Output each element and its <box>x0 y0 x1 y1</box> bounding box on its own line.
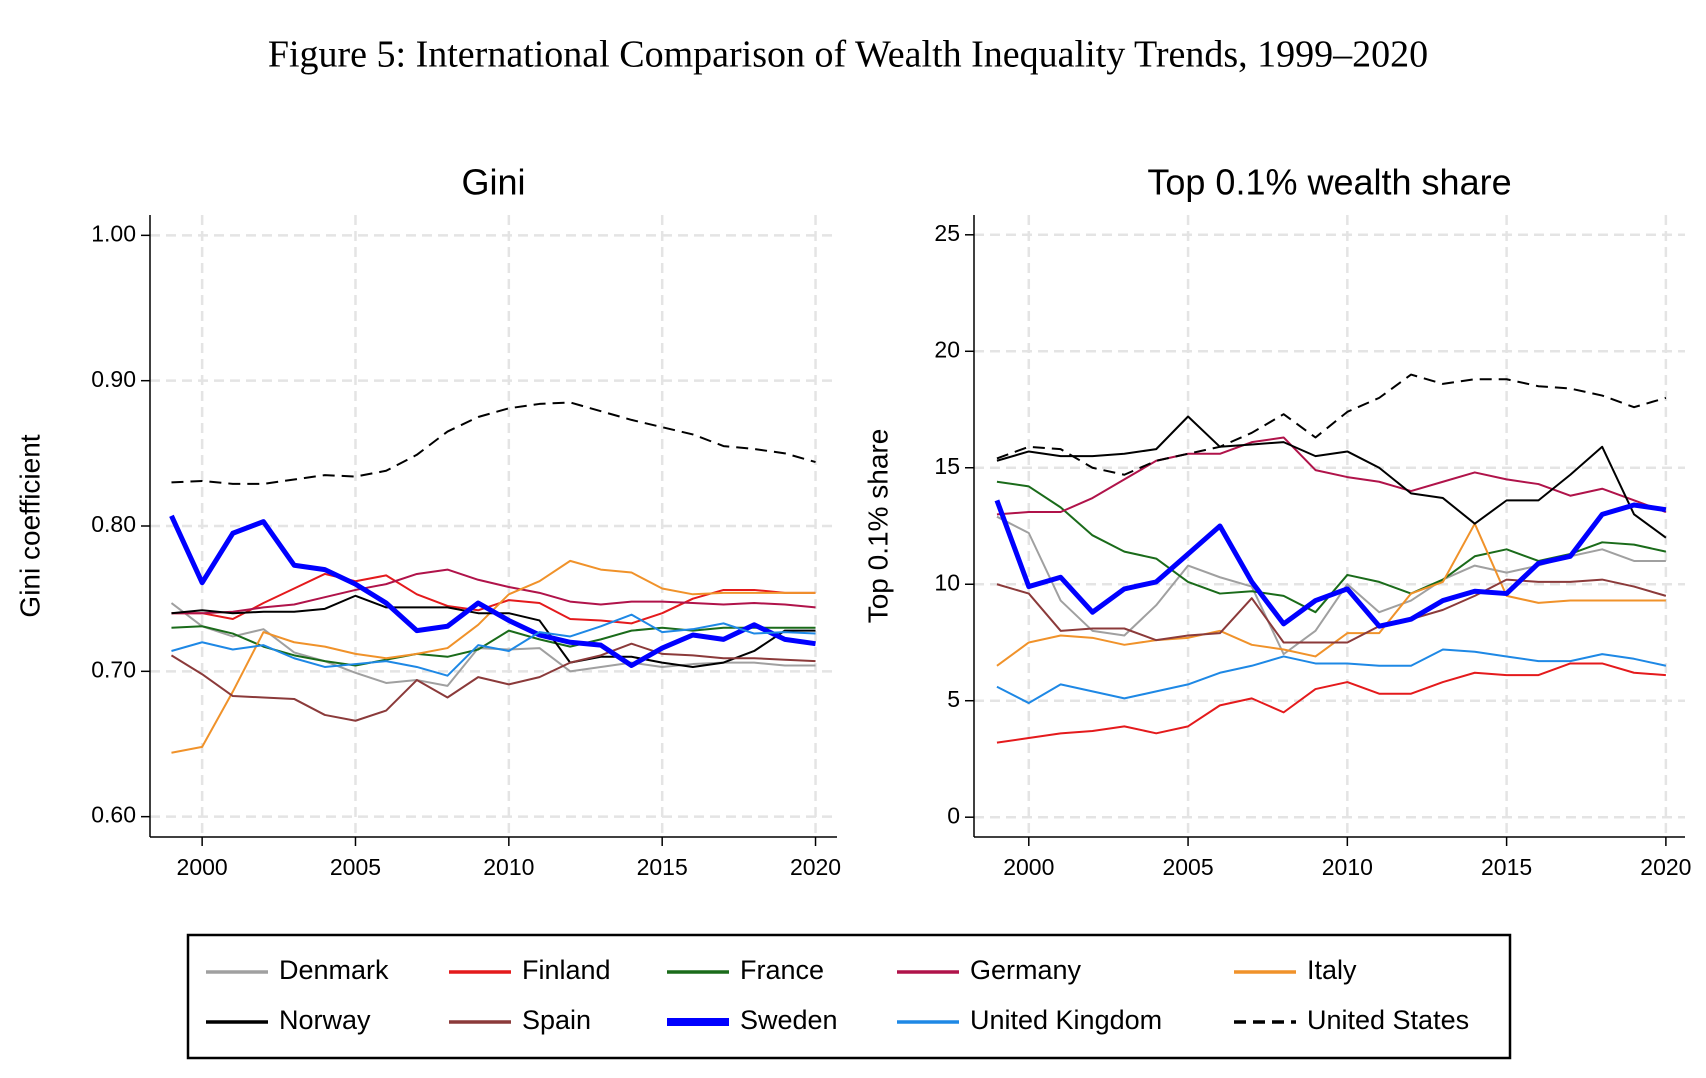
legend-label: Norway <box>279 1005 371 1035</box>
legend-label: Denmark <box>279 955 389 985</box>
series-line: Germany <box>171 568 816 615</box>
legend-label: France <box>740 955 824 985</box>
series-line: Finland <box>171 572 816 625</box>
x-tick-label: 2010 <box>483 854 534 880</box>
y-tick-label: 10 <box>934 569 960 595</box>
x-tick-label: 2015 <box>1481 854 1532 880</box>
series-line: Germany <box>996 436 1667 516</box>
y-tick-label: 0.60 <box>91 802 136 828</box>
chart-title: Top 0.1% wealth share <box>1147 162 1511 203</box>
series-line: Norway <box>996 415 1667 539</box>
legend-label: Germany <box>970 955 1082 985</box>
x-tick-label: 2000 <box>1003 854 1054 880</box>
x-tick-label: 2020 <box>790 854 841 880</box>
series-line: United States <box>996 373 1667 476</box>
y-tick-label: 20 <box>934 336 960 362</box>
x-tick-label: 2015 <box>637 854 688 880</box>
series-line: Denmark <box>170 602 816 687</box>
series-line: United Kingdom <box>996 648 1667 705</box>
y-tick-label: 15 <box>934 453 960 479</box>
series-line: United Kingdom <box>171 613 816 677</box>
legend-label: Sweden <box>740 1005 838 1035</box>
series-line: Spain <box>170 642 816 722</box>
y-tick-label: 25 <box>934 220 960 246</box>
legend-box <box>186 933 1512 1060</box>
y-tick-label: 0.90 <box>91 366 136 392</box>
y-tick-label: 0.80 <box>91 511 136 537</box>
series-line: Italy <box>996 522 1666 667</box>
x-tick-label: 2020 <box>1640 854 1691 880</box>
series-line: Finland <box>996 662 1666 744</box>
y-axis-label: Top 0.1% share <box>862 429 893 624</box>
legend-label: United Kingdom <box>970 1005 1162 1035</box>
y-tick-label: 5 <box>947 686 960 712</box>
series-line: Italy <box>171 559 816 754</box>
y-axis-label: Gini coefficient <box>14 434 45 617</box>
series-line: United States <box>171 401 816 485</box>
y-tick-label: 0.70 <box>91 656 136 682</box>
series-line: Sweden <box>169 514 816 669</box>
x-tick-label: 2005 <box>330 854 381 880</box>
chart-title: Gini <box>461 162 525 203</box>
series-line: Spain <box>996 578 1667 644</box>
legend-label: United States <box>1307 1005 1469 1035</box>
x-tick-label: 2010 <box>1322 854 1373 880</box>
y-tick-label: 1.00 <box>91 220 136 246</box>
x-tick-label: 2000 <box>177 854 228 880</box>
legend-label: Finland <box>522 955 611 985</box>
y-tick-label: 0 <box>947 802 960 828</box>
x-tick-label: 2005 <box>1162 854 1213 880</box>
legend-label: Spain <box>522 1005 591 1035</box>
legend-label: Italy <box>1307 955 1357 985</box>
figure-title: Figure 5: International Comparison of We… <box>268 34 1428 76</box>
series-line: Sweden <box>994 499 1667 629</box>
